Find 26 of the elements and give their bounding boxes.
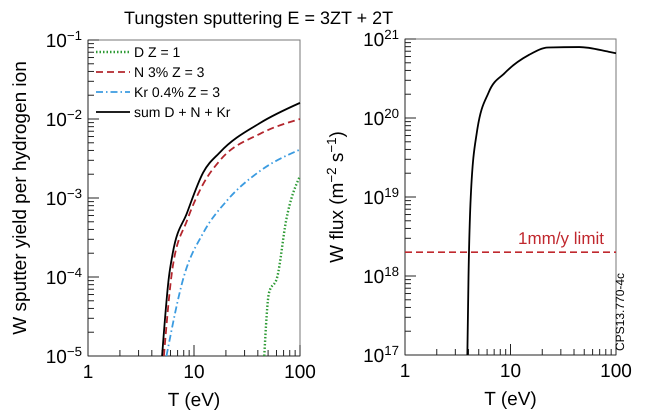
x-tick-label: 100 — [600, 361, 632, 382]
y-tick-label: 10$^{−5}$ — [46, 344, 82, 368]
y-tick-label: 10$^{17}$ — [363, 342, 399, 367]
x-tick-label: 1 — [400, 361, 410, 382]
ref-line-label: 1mm/y limit — [518, 229, 604, 248]
x-axis-title: T (eV) — [168, 390, 220, 410]
x-axis-title: T (eV) — [484, 389, 537, 410]
y-tick-label: 10$^{18}$ — [363, 264, 399, 288]
legend-label: sum D + N + Kr — [134, 104, 231, 120]
legend-label: Kr 0.4% Z = 3 — [134, 84, 220, 100]
y-tick-label: 10$^{−3}$ — [46, 186, 82, 210]
x-tick-label: 10 — [183, 362, 205, 383]
y-tick-label: 10$^{20}$ — [363, 106, 399, 130]
x-tick-label: 10 — [500, 361, 522, 382]
y-tick-label: 10$^{21}$ — [363, 26, 399, 51]
legend-label: N 3% Z = 3 — [134, 64, 205, 80]
y-tick-label: 10$^{−2}$ — [46, 106, 82, 131]
chart-title: Tungsten sputtering E = 3ZT + 2T — [124, 8, 394, 28]
annotation: CPS13.770-4c — [613, 272, 627, 351]
y-tick-label: 10$^{19}$ — [363, 184, 399, 209]
y-tick-label: 10$^{−4}$ — [46, 264, 82, 289]
x-tick-label: 100 — [284, 362, 316, 383]
y-tick-label: 10$^{−1}$ — [46, 28, 82, 52]
y-axis-title: W sputter yield per hydrogen ion — [10, 61, 31, 335]
legend-label: D Z = 1 — [134, 44, 181, 60]
x-tick-label: 1 — [82, 362, 94, 383]
